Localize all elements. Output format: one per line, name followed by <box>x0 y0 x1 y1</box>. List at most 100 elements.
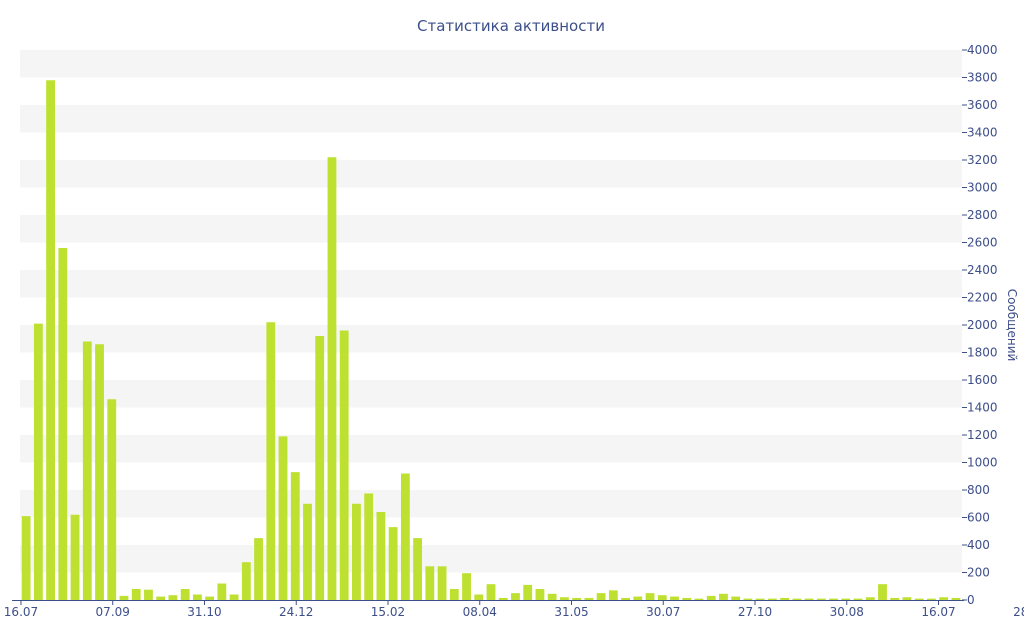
x-tick-label: 31.05 <box>554 605 588 619</box>
bar <box>927 598 936 601</box>
grid-band <box>20 435 962 463</box>
bar <box>21 516 31 601</box>
y-tick-label: 3000 <box>967 181 998 195</box>
x-tick-label: 28.12 <box>1013 605 1024 619</box>
bar <box>523 584 533 601</box>
bar <box>290 472 300 601</box>
bar <box>645 593 655 601</box>
bar <box>596 593 606 601</box>
bar <box>70 514 80 600</box>
bar <box>853 598 863 601</box>
y-tick-label: 3600 <box>967 98 998 112</box>
y-tick-label: 1600 <box>967 373 998 387</box>
bar <box>694 598 704 601</box>
x-tick-label: 16.07 <box>921 605 955 619</box>
y-tick-label: 3200 <box>967 153 998 167</box>
y-axis-label: Сообщений <box>1005 289 1019 362</box>
grid-bands <box>20 50 962 573</box>
grid-band <box>20 270 962 298</box>
bars <box>21 80 961 601</box>
bar <box>670 596 679 600</box>
bar <box>511 593 520 601</box>
bar <box>743 598 753 601</box>
bar <box>82 341 92 600</box>
bar <box>413 538 422 601</box>
grid-band <box>20 545 962 573</box>
bar <box>486 584 496 600</box>
bar <box>865 597 875 600</box>
y-tick-label: 800 <box>967 483 990 497</box>
bar <box>547 593 557 600</box>
bar <box>339 330 349 600</box>
bar <box>95 344 104 600</box>
bar <box>621 597 630 600</box>
x-axis-ticks: 16.07 07.09 31.10 24.12 15.02 08.04 31.05 30.07… <box>4 600 1024 619</box>
bar <box>217 583 227 600</box>
grid-band <box>20 160 962 188</box>
y-tick-label: 1400 <box>967 401 998 415</box>
y-tick-label: 1800 <box>967 346 998 360</box>
y-tick-label: 600 <box>967 511 990 525</box>
y-tick-label: 3800 <box>967 71 998 85</box>
y-axis-ticks: 0 200 400 600 800 1000 1200 1400 1600 1800 2000 220… <box>962 43 998 607</box>
y-tick-label: 1000 <box>967 456 998 470</box>
grid-band <box>20 50 962 78</box>
y-tick-label: 2600 <box>967 236 998 250</box>
x-tick-label: 08.04 <box>463 605 497 619</box>
bar <box>364 493 374 600</box>
bar <box>400 473 410 600</box>
chart-title: Статистика активности <box>417 17 605 35</box>
bar <box>816 598 826 601</box>
bar <box>804 598 814 601</box>
bar <box>168 595 178 600</box>
bar <box>890 597 900 600</box>
bar <box>449 589 459 600</box>
bar <box>951 597 961 600</box>
grid-band <box>20 215 962 243</box>
bar <box>180 589 190 600</box>
bar <box>33 323 43 600</box>
bar <box>266 322 276 600</box>
bar <box>107 399 117 600</box>
grid-band <box>20 105 962 133</box>
x-tick-label: 07.09 <box>96 605 130 619</box>
bar <box>303 503 312 600</box>
y-tick-label: 2400 <box>967 263 998 277</box>
bar <box>327 157 337 600</box>
y-tick-label: 2000 <box>967 318 998 332</box>
bar <box>560 597 569 600</box>
bar <box>437 566 447 600</box>
bar <box>474 594 484 600</box>
bar <box>939 597 949 600</box>
bar <box>755 598 765 601</box>
y-tick-label: 2800 <box>967 208 998 222</box>
x-tick-label: 16.07 <box>4 605 38 619</box>
bar <box>46 80 55 600</box>
grid-band <box>20 325 962 353</box>
bar <box>829 598 838 601</box>
bar <box>315 336 325 600</box>
bar <box>535 589 545 600</box>
x-tick-label: 24.12 <box>279 605 313 619</box>
bar <box>682 597 692 600</box>
x-tick-label: 31.10 <box>187 605 221 619</box>
y-tick-label: 2200 <box>967 291 998 305</box>
bar <box>914 598 924 601</box>
bar <box>119 595 129 601</box>
bar <box>498 597 508 600</box>
bar <box>254 538 263 601</box>
x-tick-label: 30.08 <box>830 605 864 619</box>
bar <box>767 598 777 601</box>
bar <box>278 436 288 601</box>
bar <box>878 584 887 600</box>
bar <box>792 598 802 601</box>
bar <box>608 590 618 601</box>
bar <box>572 597 582 600</box>
bar <box>584 597 594 600</box>
bar <box>633 596 643 600</box>
bar <box>205 596 215 600</box>
x-tick-label: 27.10 <box>738 605 772 619</box>
bar <box>657 595 667 600</box>
x-tick-label: 30.07 <box>646 605 680 619</box>
